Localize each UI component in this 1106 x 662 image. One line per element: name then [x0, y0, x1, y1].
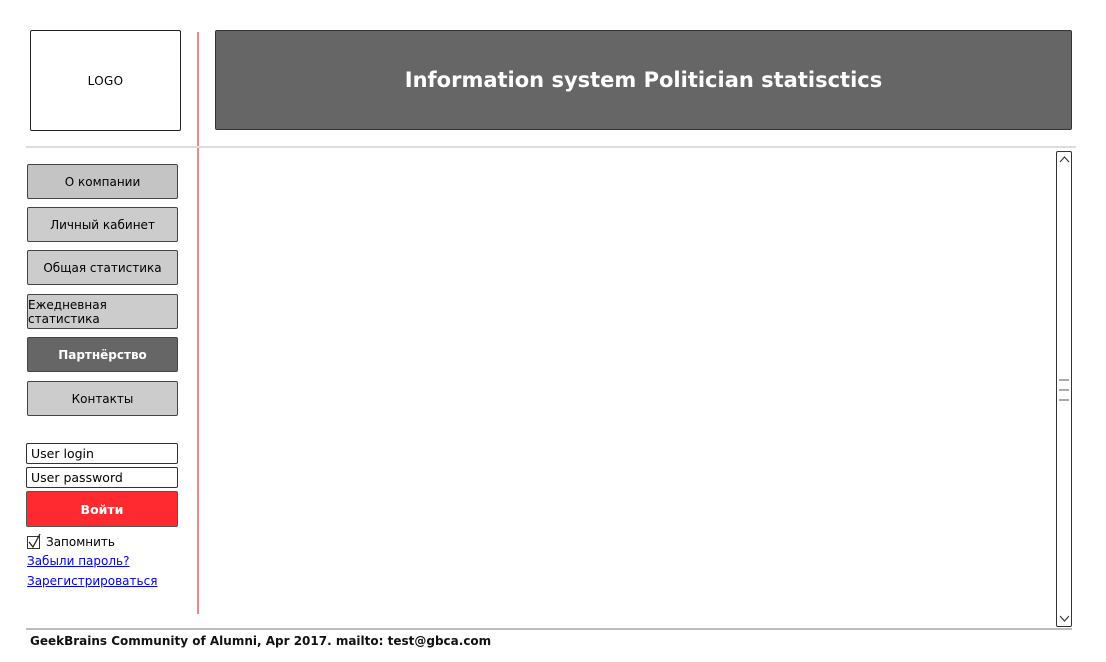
forgot-password-link[interactable]: Забыли пароль? — [27, 554, 130, 568]
page-title-banner: Information system Politician statisctic… — [215, 30, 1072, 130]
menu-item-about[interactable]: О компании — [27, 164, 178, 199]
menu-item-label: Контакты — [71, 391, 134, 406]
register-link[interactable]: Зарегистрироваться — [27, 574, 158, 588]
menu-item-label: Общая статистика — [43, 260, 162, 275]
menu-item-label: Ежедневная статистика — [28, 297, 107, 326]
chevron-up-icon[interactable] — [1059, 155, 1070, 163]
remember-checkbox[interactable] — [27, 533, 41, 549]
chevron-down-icon[interactable] — [1059, 615, 1070, 623]
menu-item-general-stats[interactable]: Общая статистика — [27, 250, 178, 285]
menu-item-label: Личный кабинет — [50, 217, 155, 232]
logo: LOGO — [30, 30, 181, 131]
menu-item-label: О компании — [64, 174, 141, 189]
remember-label: Запомнить — [46, 535, 115, 549]
login-button[interactable]: Войти — [26, 491, 178, 527]
grip-lines-icon[interactable] — [1059, 378, 1069, 402]
menu-item-account[interactable]: Личный кабинет — [27, 207, 178, 242]
footer-text: GeekBrains Community of Alumni, Apr 2017… — [30, 634, 492, 648]
footer-divider — [26, 628, 1072, 630]
logo-label: LOGO — [87, 73, 124, 88]
login-input[interactable] — [26, 443, 178, 464]
page-title: Information system Politician statisctic… — [404, 68, 883, 92]
content-scrollbar[interactable] — [1056, 151, 1072, 627]
menu-item-partnership[interactable]: Партнёрство — [27, 337, 178, 372]
header-divider — [26, 146, 1076, 148]
login-button-label: Войти — [80, 501, 124, 517]
check-icon — [28, 533, 41, 548]
sidebar-divider — [197, 32, 199, 614]
menu-item-label: Партнёрство — [58, 347, 147, 362]
remember-me[interactable]: Запомнить — [27, 533, 115, 551]
menu-item-contacts[interactable]: Контакты — [27, 381, 178, 416]
password-input[interactable] — [26, 467, 178, 488]
menu-item-daily-stats[interactable]: Ежедневная статистика — [27, 294, 178, 329]
